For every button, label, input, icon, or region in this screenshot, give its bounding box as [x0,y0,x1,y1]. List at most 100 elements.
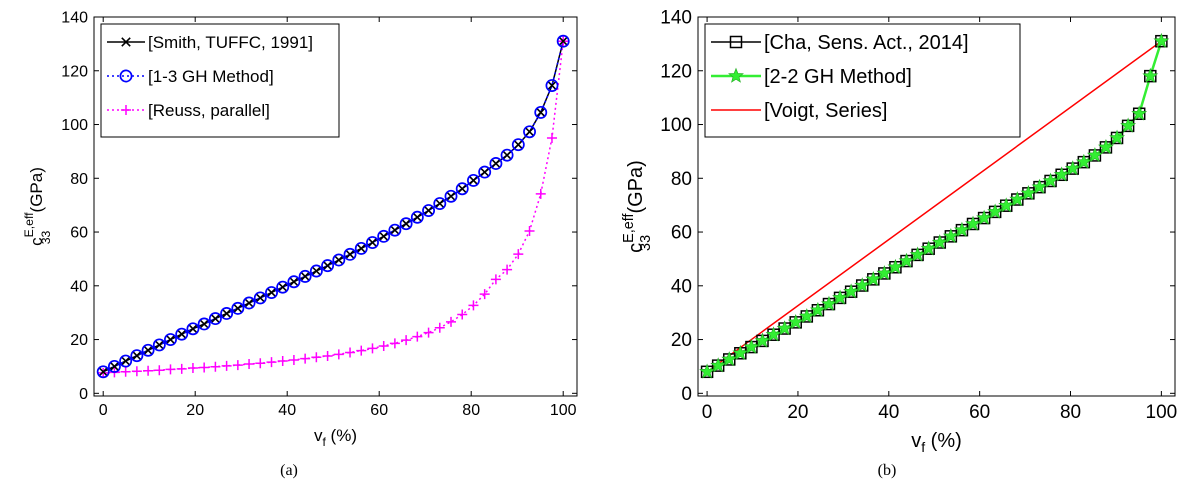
data-point-0 [244,298,254,308]
data-point-1 [942,228,959,244]
data-point-0 [435,198,445,209]
data-point-2 [546,132,557,143]
data-point-0 [524,127,535,137]
data-point-0 [277,282,288,292]
data-point-0 [143,345,153,356]
data-point-1 [287,275,301,289]
series-group [96,34,570,379]
data-point-0 [547,80,557,91]
data-point-1 [1009,191,1026,207]
data-point-1 [321,259,335,273]
data-point-1 [231,301,245,315]
data-point-2 [266,357,277,368]
data-point-1 [500,148,514,162]
y-tick-label: 120 [61,63,88,80]
data-point-1 [489,157,503,170]
data-point-1 [1064,160,1081,176]
data-point-1 [721,351,738,367]
data-point-0 [120,356,131,366]
chart-panel-a: 0 20 40 60 80 100 0 20 40 60 80 100 120 140 vf (%) cE,e… [22,10,578,449]
legend-box [704,23,1021,138]
y-tick-label: 120 [660,61,692,82]
y-axis-label-unit: (GPa) [27,167,46,217]
data-point-1 [96,365,110,379]
x-tick-label: 80 [462,402,480,419]
data-point-0 [457,183,467,194]
y-tick-label: 60 [671,223,692,244]
data-point-1 [422,204,436,217]
data-point-0 [345,249,355,260]
data-point-1 [998,197,1015,213]
data-point-2 [535,188,546,199]
data-point-1 [710,357,727,373]
data-point-1 [699,363,716,379]
data-point-1 [1153,32,1170,48]
data-point-1 [976,209,993,225]
x-tick-label: 100 [1146,402,1178,423]
x-axis-label-sub: f [921,439,925,455]
data-point-2 [468,300,479,311]
x-tick-label: 80 [1060,402,1081,423]
data-point-2 [524,225,535,236]
x-tick-label: 20 [787,402,808,423]
data-point-1 [410,210,424,224]
x-tick-label: 40 [278,402,296,419]
data-point-2 [176,363,187,374]
data-point-1 [130,349,144,363]
data-point-1 [354,241,368,255]
legend-marker [119,69,133,83]
data-point-1 [242,296,256,310]
data-point-2 [401,335,412,346]
y-tick-label: 40 [671,276,692,297]
legend-marker [729,35,743,49]
data-point-1 [433,197,447,210]
data-point-1 [1075,153,1092,169]
data-point-1 [377,229,391,243]
data-point-1 [253,291,267,305]
data-point-2 [378,341,389,352]
data-point-0 [233,303,243,314]
data-point-1 [920,240,937,256]
y-tick-label: 40 [70,278,88,295]
series-group [699,32,1170,379]
data-point-0 [468,175,479,186]
y-axis-label-unit: (GPa) [625,160,647,219]
data-point-0 [199,319,209,329]
data-point-0 [558,36,568,46]
x-axis-label: vf (%) [314,426,357,449]
data-point-1 [534,105,548,119]
legend-label: [1-3 GH Method] [148,67,274,86]
data-point-2 [300,353,311,364]
data-point-0 [188,324,198,334]
data-point-1 [931,234,948,250]
data-point-0 [502,150,512,160]
data-point-2 [333,349,344,360]
data-point-2 [165,364,176,375]
data-point-1 [887,258,904,274]
y-tick-label: 80 [671,169,692,190]
data-point-1 [854,277,871,293]
data-point-1 [832,289,848,305]
data-point-2 [345,347,356,358]
data-point-1 [220,307,234,320]
data-point-1 [1020,184,1037,201]
data-point-0 [446,191,456,202]
data-point-2 [277,356,288,367]
data-point-1 [876,265,893,281]
data-point-2 [322,350,333,361]
data-point-0 [300,271,310,282]
data-point-0 [479,167,490,177]
x-axis-label-main: v [911,430,921,452]
data-point-1 [444,189,458,203]
data-point-2 [490,274,501,285]
data-point-0 [378,231,389,242]
data-point-1 [909,246,926,262]
x-axis-label: vf (%) [911,430,962,455]
data-point-1 [545,79,559,92]
data-point-0 [210,313,221,324]
y-tick-label: 0 [79,386,88,403]
panel-caption-b: (b) [878,462,897,479]
data-point-1 [1109,129,1125,145]
data-point-1 [732,344,749,361]
data-point-0 [491,158,501,169]
